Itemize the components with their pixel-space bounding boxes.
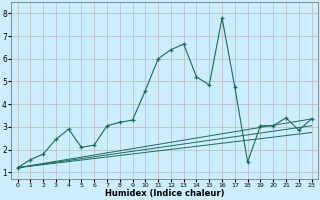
X-axis label: Humidex (Indice chaleur): Humidex (Indice chaleur) (105, 189, 224, 198)
